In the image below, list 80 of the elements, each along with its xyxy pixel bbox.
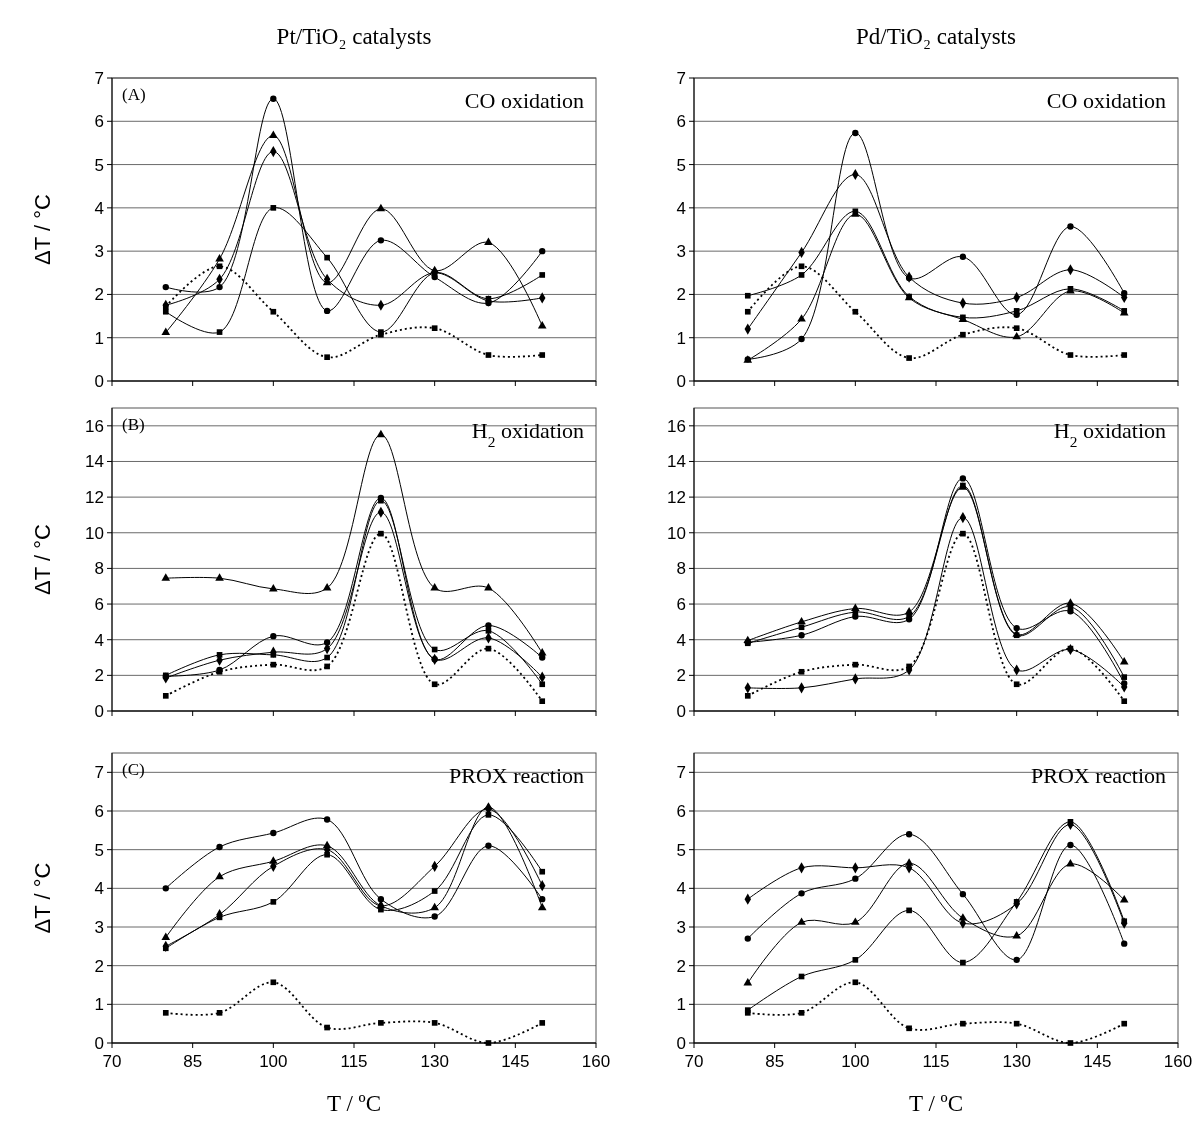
y-tick-label: 4 [94,198,104,218]
y-tick-label: 8 [676,559,686,579]
y-tick-label: 0 [94,701,104,721]
y-tick-label: 7 [676,763,686,783]
y-tick-label: 3 [94,242,104,262]
y-axis-title: ΔT / °C [30,194,55,265]
y-tick-label: 6 [94,801,104,821]
y-tick-label: 2 [676,666,686,686]
y-tick-label: 6 [676,801,686,821]
annotation: H$_{2}$ oxidation [471,418,584,450]
x-axis-title: T / ºC [327,1091,381,1116]
y-tick-label: 16 [85,416,104,436]
x-tick-label: 115 [340,1052,368,1071]
annotation: CO oxidation [1046,88,1166,113]
y-tick-label: 7 [94,763,104,783]
y-tick-label: 6 [676,112,686,132]
x-tick-label: 100 [841,1052,870,1071]
y-tick-label: 2 [676,285,686,305]
y-tick-label: 1 [676,995,686,1015]
y-tick-label: 8 [94,559,104,579]
annotation: (A) [122,85,146,104]
y-axis-title: ΔT / °C [30,862,55,934]
y-tick-label: 0 [94,1033,104,1053]
y-tick-label: 5 [676,840,686,860]
y-axis-title: ΔT / °C [30,524,55,595]
y-tick-label: 3 [94,917,104,937]
x-tick-label: 130 [1002,1052,1031,1071]
y-tick-label: 2 [94,666,104,686]
y-tick-label: 0 [676,371,686,391]
x-tick-label: 100 [259,1052,288,1071]
annotation: H$_{2}$ oxidation [1053,418,1166,450]
y-tick-label: 1 [676,328,686,348]
y-tick-label: 1 [94,328,104,348]
y-tick-label: 3 [676,917,686,937]
x-tick-label: 85 [183,1052,203,1071]
y-tick-label: 0 [94,371,104,391]
x-tick-label: 160 [581,1052,611,1071]
y-tick-label: 7 [94,68,104,88]
y-tick-label: 7 [676,68,686,88]
x-tick-label: 70 [684,1052,704,1071]
x-axis-title: T / ºC [909,1091,963,1116]
y-tick-label: 6 [94,112,104,132]
annotation: PROX reaction [448,763,584,788]
annotation: CO oxidation [464,88,584,113]
y-tick-label: 1 [94,995,104,1015]
chart-title: Pt/TiO₂ catalysts [276,24,432,49]
y-tick-label: 2 [94,956,104,976]
y-tick-label: 2 [676,956,686,976]
annotation: (C) [122,760,145,779]
y-tick-label: 0 [676,701,686,721]
annotation: (B) [122,415,145,434]
chart-title: Pd/TiO₂ catalysts [856,24,1016,49]
y-tick-label: 0 [676,1033,686,1053]
y-tick-label: 10 [85,523,104,543]
y-tick-label: 12 [85,488,104,508]
y-tick-label: 5 [676,155,686,175]
y-tick-label: 4 [676,630,686,650]
y-tick-label: 3 [676,242,686,262]
x-tick-label: 145 [1083,1052,1112,1071]
x-tick-label: 70 [102,1052,122,1071]
x-tick-label: 115 [922,1052,950,1071]
y-tick-label: 16 [667,416,686,436]
x-tick-label: 130 [420,1052,449,1071]
y-tick-label: 4 [676,198,686,218]
y-tick-label: 14 [667,452,686,472]
y-tick-label: 5 [94,155,104,175]
y-tick-label: 4 [94,879,104,899]
y-tick-label: 6 [94,595,104,615]
x-tick-label: 85 [765,1052,785,1071]
y-tick-label: 2 [94,285,104,305]
y-tick-label: 4 [676,879,686,899]
y-tick-label: 5 [94,840,104,860]
x-tick-label: 145 [501,1052,530,1071]
x-tick-label: 160 [1163,1052,1193,1071]
y-tick-label: 4 [94,630,104,650]
y-tick-label: 10 [667,523,686,543]
y-tick-label: 12 [667,488,686,508]
y-tick-label: 14 [85,452,104,472]
y-tick-label: 6 [676,595,686,615]
annotation: PROX reaction [1030,763,1166,788]
